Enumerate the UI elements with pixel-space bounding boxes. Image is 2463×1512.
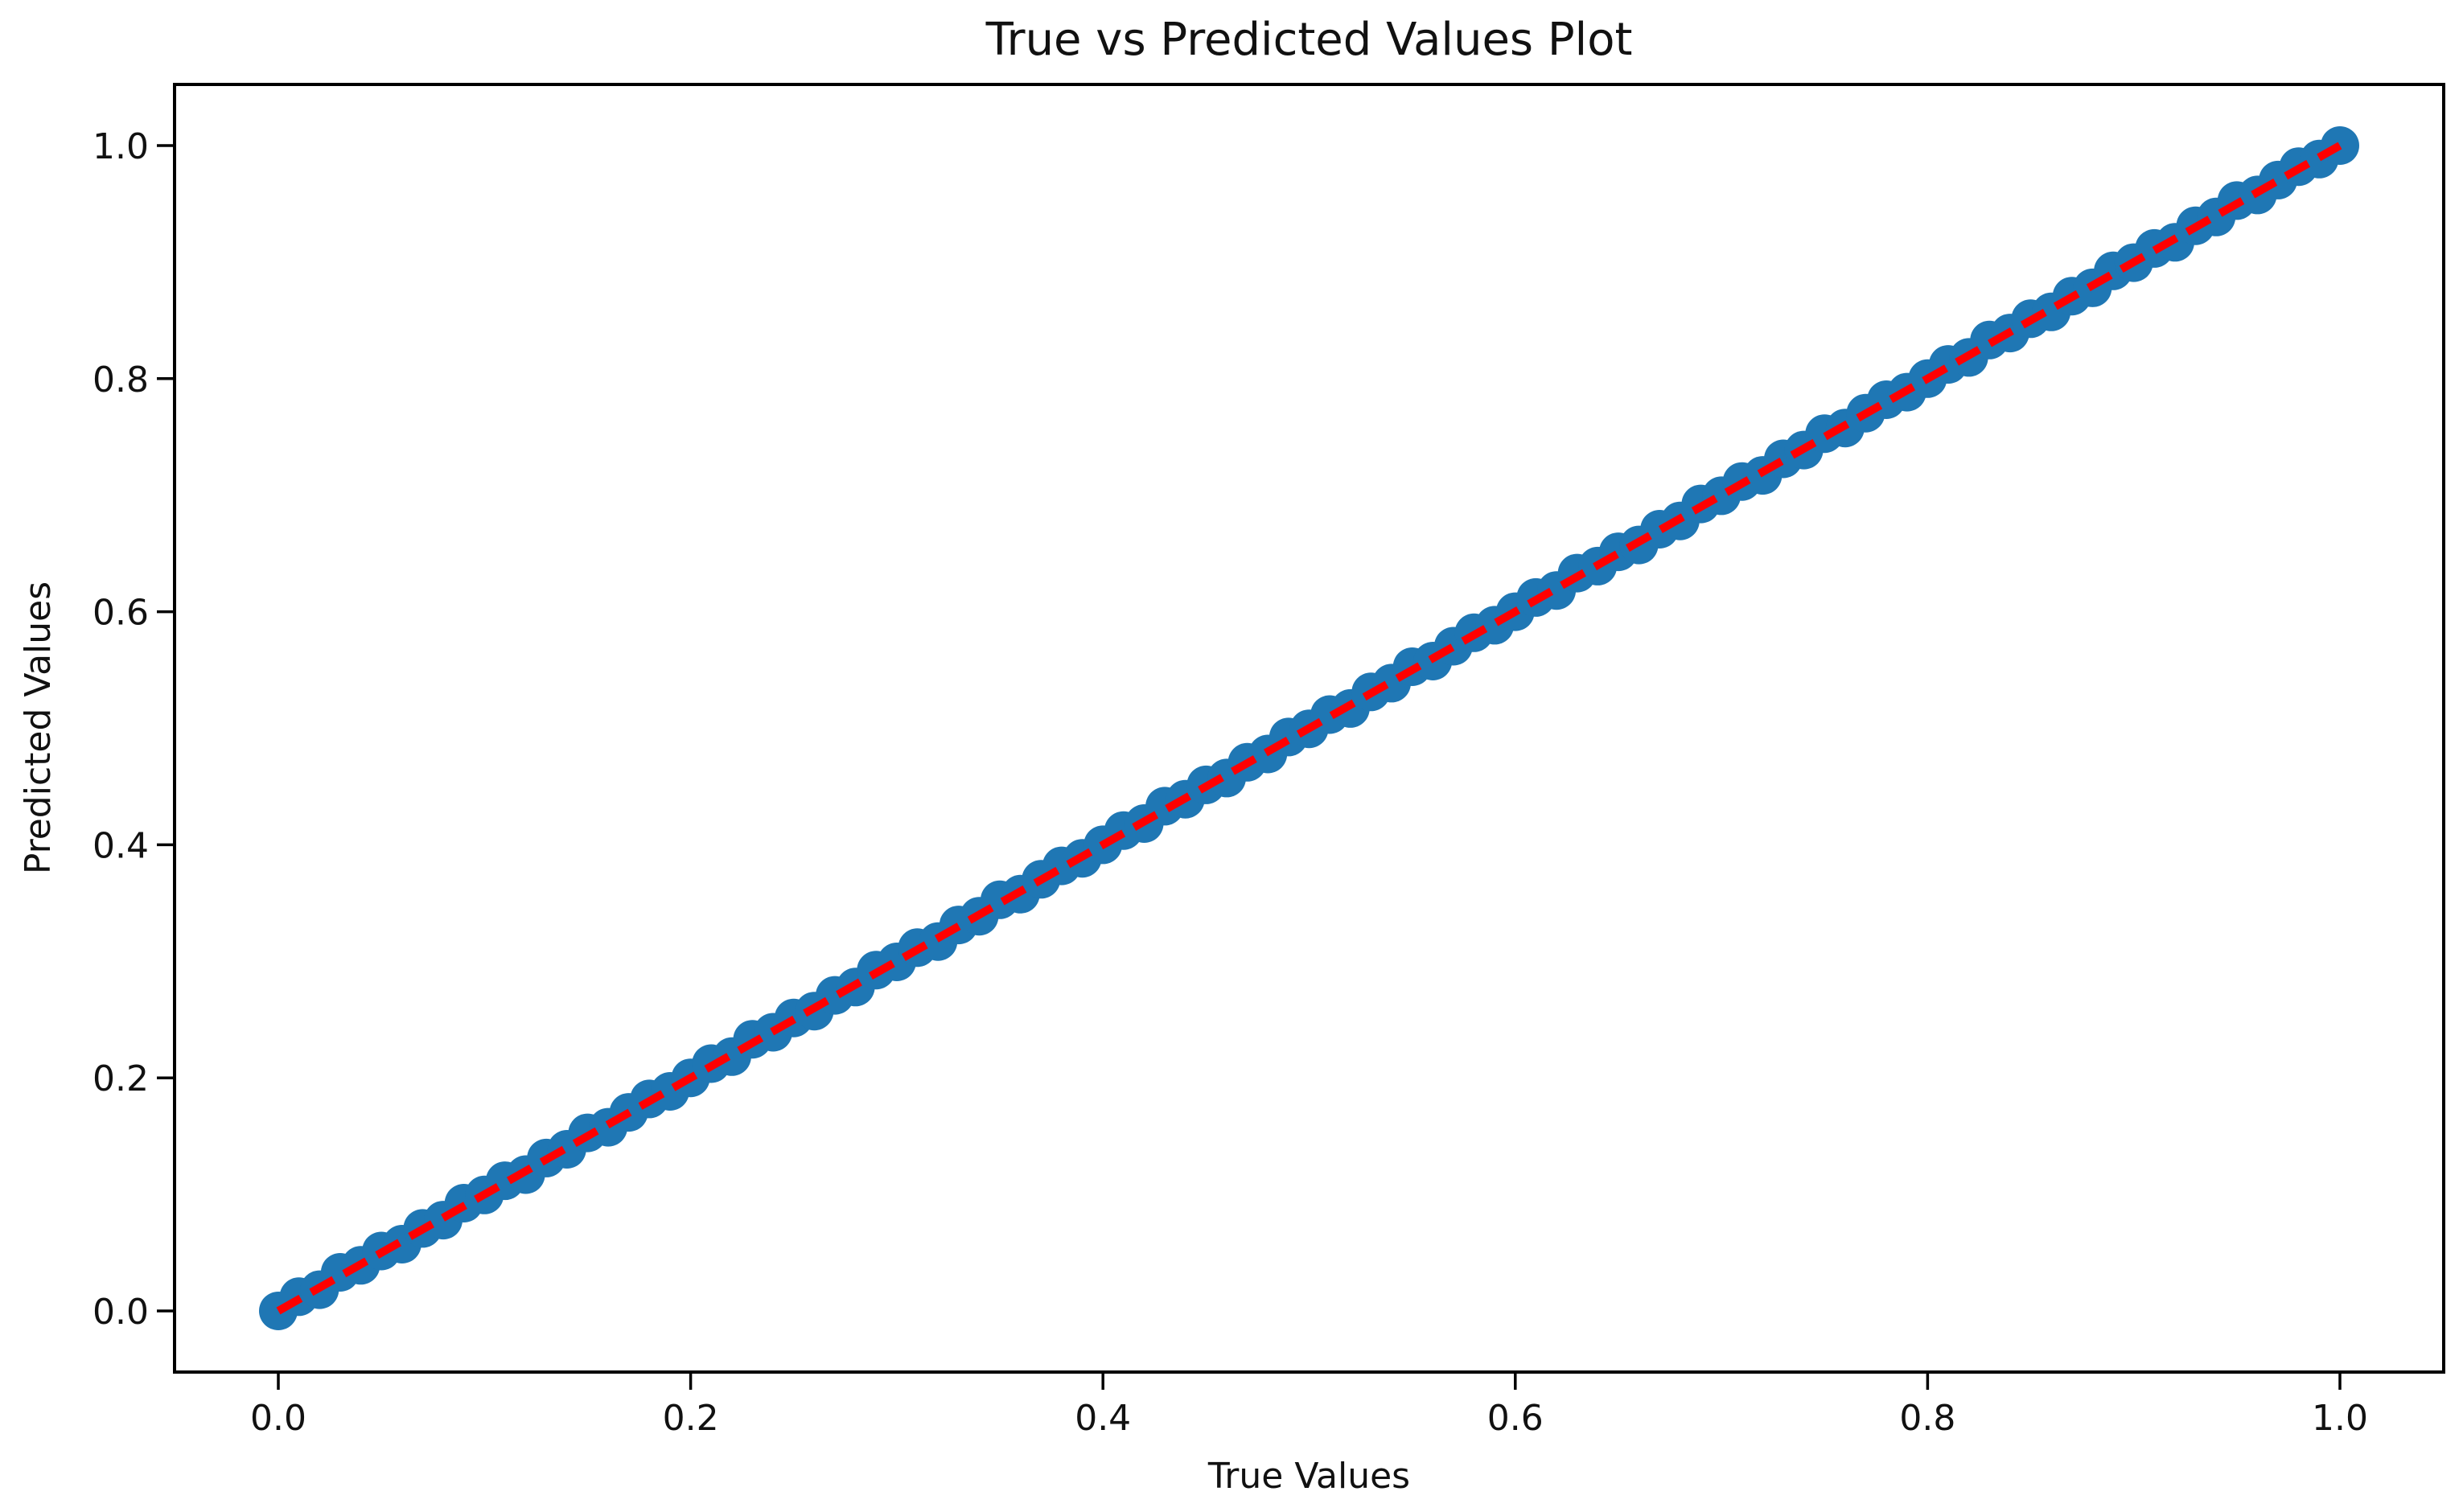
x-axis-label: True Values — [1207, 1456, 1411, 1497]
x-tick-label: 1.0 — [2312, 1398, 2368, 1439]
x-tick-label: 0.0 — [250, 1398, 306, 1439]
plot-border — [173, 83, 2445, 1374]
y-tick-label: 0.4 — [93, 825, 149, 866]
y-tick-label: 0.0 — [93, 1292, 149, 1333]
reference-line — [276, 142, 2342, 1315]
y-tick-label: 0.8 — [93, 360, 149, 401]
y-tick-label: 1.0 — [93, 126, 149, 167]
y-axis-label: Predicted Values — [18, 581, 59, 875]
y-tick-label: 0.6 — [93, 593, 149, 634]
y-tick-label: 0.2 — [93, 1058, 149, 1099]
x-tick-label: 0.4 — [1075, 1398, 1131, 1439]
x-tick-label: 0.6 — [1487, 1398, 1544, 1439]
x-tick-label: 0.2 — [663, 1398, 719, 1439]
x-tick-label: 0.8 — [1899, 1398, 1955, 1439]
chart-title: True vs Predicted Values Plot — [985, 14, 1633, 66]
